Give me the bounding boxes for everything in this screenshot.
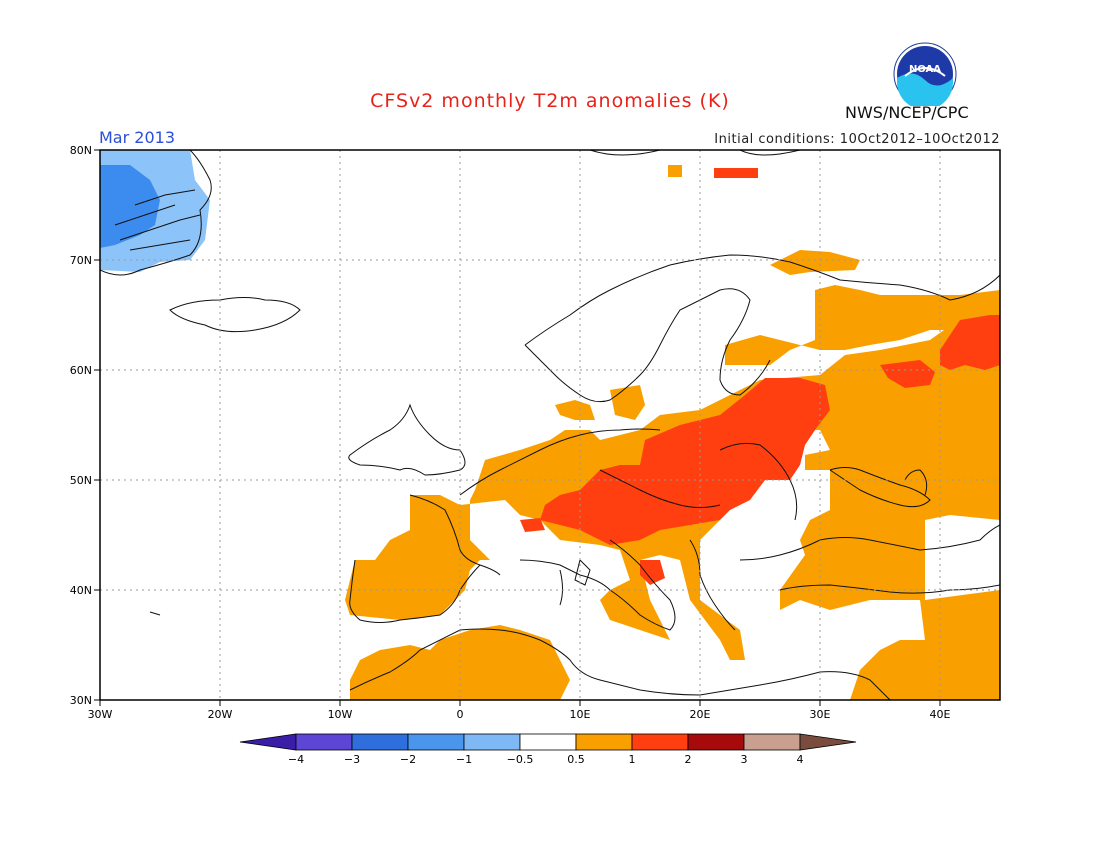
lon-label-30w: 30W <box>88 708 113 721</box>
colorbar-tick-label: −4 <box>288 753 304 766</box>
colorbar-swatch <box>631 733 689 751</box>
lat-label-70n: 70N <box>70 254 92 267</box>
noaa-logo: NOAA <box>893 42 957 106</box>
colorbar-tick-label: −3 <box>344 753 360 766</box>
axis-ticks <box>94 149 941 706</box>
lat-label-30n: 30N <box>70 694 92 707</box>
colorbar-swatch <box>407 733 465 751</box>
map-title: CFSv2 monthly T2m anomalies (K) <box>370 90 730 112</box>
lon-label-10e: 10E <box>570 708 591 721</box>
colorbar-tick-label: −1 <box>456 753 472 766</box>
colorbar-labels: −4 −3 −2 −1 −0.5 0.5 1 2 3 4 <box>288 753 804 766</box>
colorbar-tick-label: −2 <box>400 753 416 766</box>
lat-label-40n: 40N <box>70 584 92 597</box>
initial-conditions: Initial conditions: 10Oct2012–10Oct2012 <box>714 132 1000 147</box>
lon-label-30e: 30E <box>810 708 831 721</box>
colorbar-swatch <box>743 733 801 751</box>
coastlines <box>100 150 1000 700</box>
colorbar-swatch <box>519 733 577 751</box>
colorbar-tick-label: 2 <box>685 753 692 766</box>
lon-label-20e: 20E <box>690 708 711 721</box>
map-frame <box>99 149 1001 701</box>
lon-label-20w: 20W <box>208 708 233 721</box>
colorbar-swatch <box>575 733 633 751</box>
lon-label-0: 0 <box>457 708 464 721</box>
colorbar-arrow-low <box>239 733 297 751</box>
colorbar-tick-label: 1 <box>629 753 636 766</box>
colorbar-tick-label: 0.5 <box>567 753 585 766</box>
colorbar-arrow-high <box>799 733 857 751</box>
colorbar <box>239 733 857 751</box>
lon-label-10w: 10W <box>328 708 353 721</box>
colorbar-swatch <box>351 733 409 751</box>
forecast-month: Mar 2013 <box>99 128 175 147</box>
colorbar-swatch <box>295 733 353 751</box>
lat-label-60n: 60N <box>70 364 92 377</box>
colorbar-tick-label: 3 <box>741 753 748 766</box>
colorbar-tick-label: 4 <box>797 753 804 766</box>
lon-label-40e: 40E <box>930 708 951 721</box>
colorbar-swatch <box>463 733 521 751</box>
colorbar-tick-label: −0.5 <box>507 753 534 766</box>
colorbar-swatch <box>687 733 745 751</box>
lat-label-50n: 50N <box>70 474 92 487</box>
graticule <box>100 150 1000 700</box>
lat-label-80n: 80N <box>70 144 92 157</box>
agency-label: NWS/NCEP/CPC <box>845 103 969 122</box>
anomaly-shading <box>100 150 1000 700</box>
logo-text: NOAA <box>909 64 941 75</box>
